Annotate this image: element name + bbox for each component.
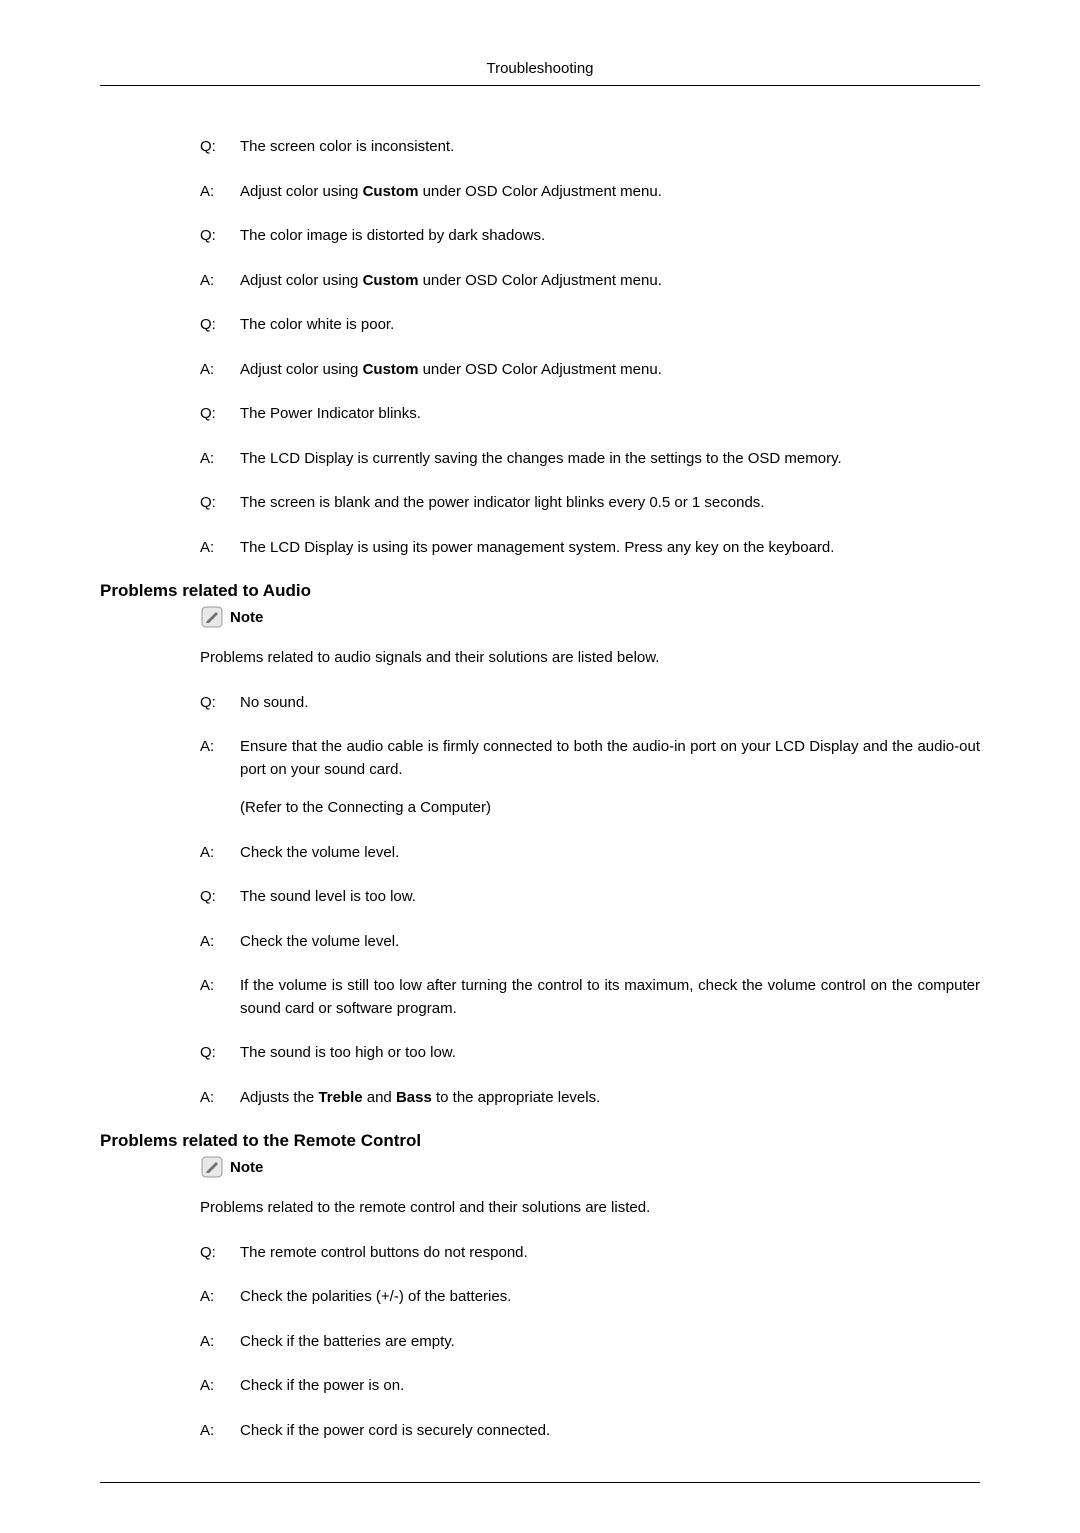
- qa-label: A:: [200, 359, 240, 382]
- qa-text: The color white is poor.: [240, 314, 980, 337]
- section2-heading: Problems related to Audio: [100, 581, 980, 601]
- qa-label: Q:: [200, 1242, 240, 1265]
- section2-qa-list: Q:No sound.A:Ensure that the audio cable…: [200, 692, 980, 1110]
- qa-label: A:: [200, 1331, 240, 1354]
- qa-item: A:Check the volume level.: [200, 842, 980, 865]
- qa-item: A:The LCD Display is currently saving th…: [200, 448, 980, 471]
- footer-rule: [100, 1482, 980, 1483]
- qa-label: Q:: [200, 1042, 240, 1065]
- qa-item: Q:The Power Indicator blinks.: [200, 403, 980, 426]
- qa-item: A:Check the volume level.: [200, 931, 980, 954]
- qa-text: Adjust color using Custom under OSD Colo…: [240, 181, 980, 204]
- note-icon: [200, 1155, 224, 1179]
- qa-item: Q:The color image is distorted by dark s…: [200, 225, 980, 248]
- section3-note-row: Note: [200, 1155, 980, 1179]
- qa-label: Q:: [200, 314, 240, 337]
- qa-text: The LCD Display is currently saving the …: [240, 448, 980, 471]
- qa-item: Q:The remote control buttons do not resp…: [200, 1242, 980, 1265]
- qa-label: A:: [200, 448, 240, 471]
- qa-item: Q:The sound level is too low.: [200, 886, 980, 909]
- qa-item: A:Check the polarities (+/-) of the batt…: [200, 1286, 980, 1309]
- qa-text: Ensure that the audio cable is firmly co…: [240, 736, 980, 820]
- qa-item: A:Check if the power is on.: [200, 1375, 980, 1398]
- qa-text: If the volume is still too low after tur…: [240, 975, 980, 1020]
- qa-label: A:: [200, 931, 240, 954]
- note-icon: [200, 605, 224, 629]
- qa-text: The Power Indicator blinks.: [240, 403, 980, 426]
- qa-label: A:: [200, 1375, 240, 1398]
- qa-item: A:Adjust color using Custom under OSD Co…: [200, 270, 980, 293]
- qa-label: Q:: [200, 492, 240, 515]
- qa-text: Adjust color using Custom under OSD Colo…: [240, 270, 980, 293]
- qa-label: A:: [200, 270, 240, 293]
- qa-text: The color image is distorted by dark sha…: [240, 225, 980, 248]
- qa-item: Q:The screen color is inconsistent.: [200, 136, 980, 159]
- qa-item: A:If the volume is still too low after t…: [200, 975, 980, 1020]
- qa-label: Q:: [200, 225, 240, 248]
- qa-label: A:: [200, 975, 240, 1020]
- qa-label: A:: [200, 537, 240, 560]
- section1-qa-list: Q:The screen color is inconsistent.A:Adj…: [200, 136, 980, 559]
- qa-item: Q:The screen is blank and the power indi…: [200, 492, 980, 515]
- qa-text: Check if the batteries are empty.: [240, 1331, 980, 1354]
- qa-item: A:Adjust color using Custom under OSD Co…: [200, 359, 980, 382]
- qa-label: A:: [200, 1286, 240, 1309]
- qa-text: Adjust color using Custom under OSD Colo…: [240, 359, 980, 382]
- section3-note-label: Note: [230, 1159, 263, 1176]
- section2-note-row: Note: [200, 605, 980, 629]
- qa-label: A:: [200, 181, 240, 204]
- qa-label: A:: [200, 1420, 240, 1443]
- page-title: Troubleshooting: [100, 60, 980, 86]
- qa-label: A:: [200, 1087, 240, 1110]
- qa-text: Check if the power cord is securely conn…: [240, 1420, 980, 1443]
- qa-label: Q:: [200, 692, 240, 715]
- qa-text: Check the polarities (+/-) of the batter…: [240, 1286, 980, 1309]
- qa-item: Q:The color white is poor.: [200, 314, 980, 337]
- qa-item: A:Check if the batteries are empty.: [200, 1331, 980, 1354]
- section3-qa-list: Q:The remote control buttons do not resp…: [200, 1242, 980, 1443]
- qa-item: A:Ensure that the audio cable is firmly …: [200, 736, 980, 820]
- qa-text: Adjusts the Treble and Bass to the appro…: [240, 1087, 980, 1110]
- qa-item: A:Adjusts the Treble and Bass to the app…: [200, 1087, 980, 1110]
- qa-text: The sound is too high or too low.: [240, 1042, 980, 1065]
- section3-intro: Problems related to the remote control a…: [200, 1197, 980, 1220]
- qa-text: Check the volume level.: [240, 931, 980, 954]
- section2-intro: Problems related to audio signals and th…: [200, 647, 980, 670]
- qa-text: The screen is blank and the power indica…: [240, 492, 980, 515]
- qa-item: A:Adjust color using Custom under OSD Co…: [200, 181, 980, 204]
- qa-text: The sound level is too low.: [240, 886, 980, 909]
- qa-label: A:: [200, 736, 240, 820]
- qa-label: Q:: [200, 886, 240, 909]
- qa-text: Check the volume level.: [240, 842, 980, 865]
- qa-item: A:Check if the power cord is securely co…: [200, 1420, 980, 1443]
- section2-note-label: Note: [230, 609, 263, 626]
- qa-text: The remote control buttons do not respon…: [240, 1242, 980, 1265]
- qa-item: A:The LCD Display is using its power man…: [200, 537, 980, 560]
- qa-text: The screen color is inconsistent.: [240, 136, 980, 159]
- qa-label: A:: [200, 842, 240, 865]
- qa-item: Q:No sound.: [200, 692, 980, 715]
- qa-text: Check if the power is on.: [240, 1375, 980, 1398]
- qa-label: Q:: [200, 136, 240, 159]
- qa-item: Q:The sound is too high or too low.: [200, 1042, 980, 1065]
- qa-label: Q:: [200, 403, 240, 426]
- section3-heading: Problems related to the Remote Control: [100, 1131, 980, 1151]
- qa-text: The LCD Display is using its power manag…: [240, 537, 980, 560]
- qa-text: No sound.: [240, 692, 980, 715]
